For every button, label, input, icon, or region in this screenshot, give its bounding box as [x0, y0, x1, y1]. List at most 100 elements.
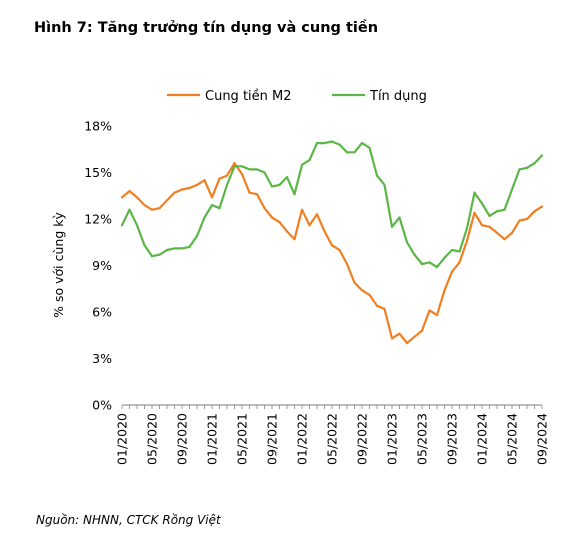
data-point — [270, 216, 274, 219]
data-point — [353, 281, 356, 284]
data-point — [323, 141, 326, 145]
data-point — [300, 208, 304, 211]
data-point — [443, 256, 446, 259]
data-point — [173, 247, 176, 250]
data-point — [510, 188, 514, 191]
data-point — [278, 221, 281, 224]
data-point — [308, 159, 311, 162]
data-point — [143, 244, 146, 247]
data-point — [368, 293, 371, 297]
data-point — [398, 216, 401, 219]
data-point — [435, 314, 439, 317]
legend-label-1: Cung tiền M2 — [205, 89, 292, 104]
data-point — [533, 162, 536, 165]
data-point — [263, 171, 266, 174]
data-point — [225, 174, 229, 177]
y-tick-label: 6% — [92, 305, 112, 320]
data-point — [503, 238, 506, 241]
x-axis: 01/2020 05/2020 09/2020 01/2021 05/2021 09/20… — [115, 404, 550, 465]
data-point — [195, 234, 199, 238]
data-point — [473, 211, 476, 214]
data-point — [353, 151, 356, 154]
y-tick-label: 0% — [92, 398, 112, 413]
data-point — [315, 141, 319, 145]
x-tick-label: 05/2020 — [145, 413, 160, 465]
data-point — [443, 289, 446, 292]
data-point — [293, 238, 296, 241]
x-tick-label: 01/2021 — [205, 413, 220, 465]
series-line-1 — [120, 162, 544, 345]
data-point — [240, 165, 244, 168]
data-point — [398, 332, 401, 335]
data-point — [203, 179, 206, 182]
data-point — [435, 265, 439, 269]
data-point — [135, 224, 139, 227]
x-tick-label: 05/2022 — [325, 413, 340, 465]
y-tick-label: 3% — [92, 351, 112, 366]
data-point — [285, 230, 289, 233]
data-point — [120, 224, 124, 227]
data-point — [495, 210, 499, 213]
data-point — [293, 193, 296, 196]
data-point — [413, 335, 416, 338]
series-lines — [120, 140, 544, 345]
data-point — [480, 202, 484, 205]
data-point — [420, 262, 424, 266]
x-tick-label: 05/2024 — [505, 413, 520, 465]
data-point — [158, 207, 161, 210]
data-point — [308, 224, 311, 227]
data-point — [255, 193, 259, 196]
data-point — [150, 255, 154, 258]
data-point — [450, 248, 454, 252]
data-point — [518, 219, 521, 222]
data-point — [188, 245, 191, 248]
data-point — [413, 253, 416, 256]
data-point — [323, 230, 326, 233]
x-tick-label: 01/2022 — [295, 413, 310, 465]
data-point — [480, 224, 484, 227]
data-point — [128, 208, 131, 211]
data-point — [383, 307, 386, 310]
x-tick-label: 05/2021 — [235, 413, 250, 465]
x-tick-label: 09/2023 — [445, 413, 460, 465]
data-point — [360, 141, 364, 145]
data-point — [233, 165, 236, 168]
data-point — [278, 183, 281, 186]
data-point — [338, 143, 341, 146]
legend: Cung tiền M2 Tín dụng — [167, 89, 427, 104]
data-point — [195, 183, 199, 186]
data-point — [128, 190, 131, 193]
data-point — [180, 188, 184, 191]
data-point — [255, 168, 259, 171]
x-tick-label: 09/2022 — [355, 413, 370, 465]
data-point — [473, 191, 476, 194]
data-point — [135, 196, 139, 199]
data-point — [120, 196, 124, 199]
data-point — [300, 163, 304, 166]
y-tick-label: 15% — [84, 165, 112, 180]
data-point — [158, 253, 161, 256]
data-point — [330, 244, 334, 247]
data-point — [465, 239, 469, 242]
data-point — [218, 207, 221, 210]
data-point — [150, 208, 154, 211]
x-tick-label: 01/2020 — [115, 413, 130, 465]
data-point — [165, 248, 169, 252]
data-point — [315, 213, 319, 216]
data-point — [143, 203, 146, 207]
data-point — [285, 176, 289, 179]
data-point — [495, 231, 499, 235]
legend-label-2: Tín dụng — [369, 89, 427, 104]
data-point — [488, 225, 491, 228]
data-point — [458, 261, 461, 264]
data-point — [488, 214, 491, 217]
x-tick-label: 01/2023 — [385, 413, 400, 465]
data-point — [338, 248, 341, 252]
data-point — [540, 154, 544, 157]
data-point — [188, 186, 191, 190]
data-point — [465, 227, 469, 230]
x-tick-label: 05/2023 — [415, 413, 430, 465]
chart-title: Hình 7: Tăng trưởng tín dụng và cung tiề… — [34, 20, 379, 36]
data-point — [248, 191, 251, 194]
